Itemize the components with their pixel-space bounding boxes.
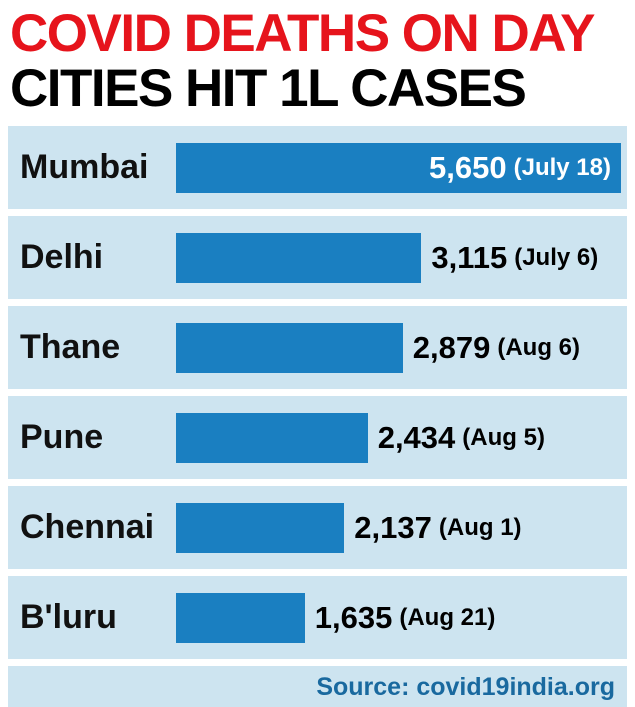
chart-row-thane: Thane 2,879 (Aug 6) bbox=[8, 306, 627, 390]
value-label: 2,879 bbox=[412, 329, 491, 365]
chart-row-bluru: B'luru 1,635 (Aug 21) bbox=[8, 576, 627, 660]
chart-row-pune: Pune 2,434 (Aug 5) bbox=[8, 396, 627, 480]
source-row: Source: covid19india.org bbox=[8, 666, 627, 707]
date-label: (Aug 6) bbox=[497, 333, 580, 361]
date-label: (July 6) bbox=[514, 243, 599, 271]
city-label: Mumbai bbox=[20, 148, 149, 187]
chart-row-mumbai: Mumbai 5,650 (July 18) bbox=[8, 126, 627, 210]
city-label: Chennai bbox=[20, 508, 155, 547]
value-label: 3,115 bbox=[431, 239, 508, 275]
bar-area: 1,635 (Aug 21) bbox=[176, 576, 627, 659]
chart-row-chennai: Chennai 2,137 (Aug 1) bbox=[8, 486, 627, 570]
title-line-1: COVID DEATHS ON DAY bbox=[10, 4, 596, 63]
bar-area: 3,115 (July 6) bbox=[176, 216, 627, 299]
chart-rows: Mumbai 5,650 (July 18) Delhi 3,115 (July 6) Th… bbox=[8, 126, 627, 660]
bar-area: 2,137 (Aug 1) bbox=[176, 486, 627, 569]
value-label: 2,434 bbox=[377, 419, 456, 455]
bar-area: 2,879 (Aug 6) bbox=[176, 306, 627, 389]
chart-row-delhi: Delhi 3,115 (July 6) bbox=[8, 216, 627, 300]
bar bbox=[176, 592, 305, 643]
bar-area: 2,434 (Aug 5) bbox=[176, 396, 627, 479]
value-label: 2,137 bbox=[354, 509, 432, 545]
source-text: Source: covid19india.org bbox=[316, 672, 615, 701]
bar bbox=[176, 322, 403, 373]
bar-area: 5,650 (July 18) bbox=[176, 126, 627, 209]
city-label: B'luru bbox=[20, 598, 117, 637]
value-label: 5,650 bbox=[429, 149, 507, 185]
date-label: (Aug 5) bbox=[462, 423, 545, 451]
bar: 5,650 (July 18) bbox=[176, 142, 621, 193]
bar bbox=[176, 502, 345, 553]
date-label: (Aug 1) bbox=[438, 513, 522, 541]
city-label: Delhi bbox=[20, 238, 104, 277]
date-label: (July 18) bbox=[513, 153, 611, 181]
city-label: Thane bbox=[20, 328, 121, 367]
date-label: (Aug 21) bbox=[399, 603, 496, 631]
bar bbox=[176, 412, 368, 463]
bar bbox=[176, 232, 422, 283]
bar-chart: Mumbai 5,650 (July 18) Delhi 3,115 (July 6) Th… bbox=[8, 126, 627, 707]
title-line-2: CITIES HIT 1L CASES bbox=[10, 59, 527, 119]
city-label: Pune bbox=[20, 418, 104, 457]
value-label: 1,635 bbox=[314, 599, 393, 635]
